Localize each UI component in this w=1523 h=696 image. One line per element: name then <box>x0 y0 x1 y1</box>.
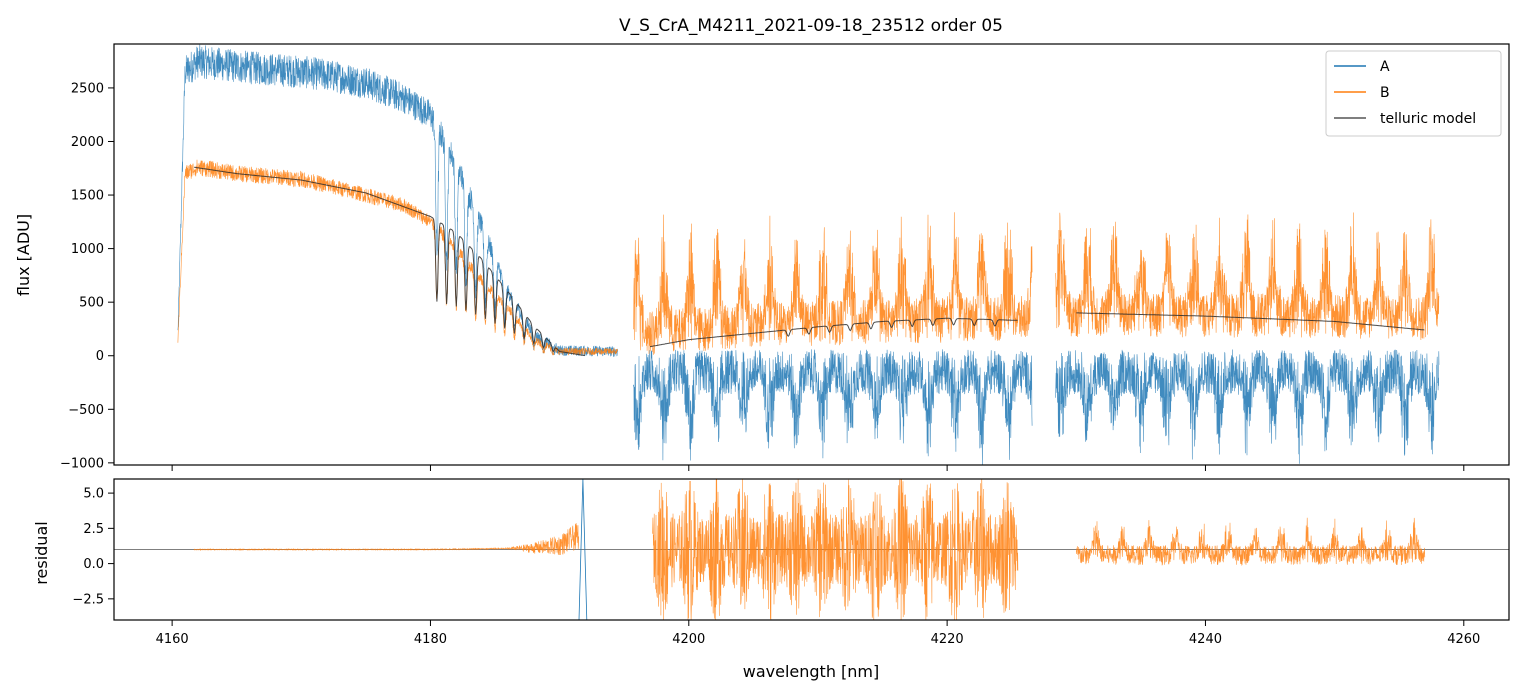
top-panel: −1000 −500 0 500 1000 1500 2000 2500 flux [ADU]… <box>14 43 1510 471</box>
top-y-tick-label: 500 <box>79 296 104 311</box>
bottom-y-tick-label: −2.5 <box>72 592 104 607</box>
x-tick-label: 4180 <box>414 632 447 647</box>
top-y-tick-label: 2500 <box>71 81 104 96</box>
chart-title: V_S_CrA_M4211_2021-09-18_23512 order 05 <box>619 16 1003 36</box>
x-axis-title: wavelength [nm] <box>743 662 880 681</box>
series-b-line <box>177 159 1440 356</box>
top-y-tick-label: 1500 <box>71 189 104 204</box>
top-y-tick-label: −500 <box>68 403 104 418</box>
top-panel-data <box>177 44 1440 465</box>
residual-a-line <box>578 479 588 620</box>
legend-label-a: A <box>1380 59 1390 75</box>
bottom-panel: −2.5 0.0 2.5 5.0 4160 4180 4200 4220 4240 4260 re… <box>32 478 1510 681</box>
bottom-panel-frame <box>113 478 1510 621</box>
top-panel-frame <box>113 43 1510 466</box>
bottom-y-axis-title: residual <box>32 521 51 584</box>
top-y-tick-label: −1000 <box>60 456 104 471</box>
top-panel-axes: −1000 −500 0 500 1000 1500 2000 2500 <box>60 81 1465 471</box>
x-tick-label: 4260 <box>1447 632 1480 647</box>
legend: A B telluric model <box>1325 50 1502 137</box>
bottom-y-tick-label: 5.0 <box>83 487 104 502</box>
legend-label-b: B <box>1380 85 1390 101</box>
telluric-model-line-3 <box>1076 312 1425 331</box>
x-tick-label: 4200 <box>672 632 705 647</box>
series-a-line <box>177 44 1440 465</box>
residual-b-line-2 <box>652 479 1019 620</box>
residual-b-line-3 <box>1076 517 1426 566</box>
x-tick-label: 4220 <box>931 632 964 647</box>
x-tick-label: 4160 <box>156 632 189 647</box>
top-y-tick-label: 0 <box>96 349 104 364</box>
residual-b-line-1 <box>193 523 579 556</box>
top-y-tick-label: 1000 <box>71 242 104 257</box>
bottom-y-tick-label: 0.0 <box>83 557 104 572</box>
top-y-tick-label: 2000 <box>71 135 104 150</box>
telluric-model-line-1 <box>194 166 585 357</box>
legend-label-telluric: telluric model <box>1380 111 1476 127</box>
x-tick-label: 4240 <box>1189 632 1222 647</box>
bottom-panel-axes: −2.5 0.0 2.5 5.0 4160 4180 4200 4220 4240 4260 <box>72 487 1480 647</box>
legend-box <box>1325 50 1502 137</box>
telluric-model-line-2 <box>649 317 1018 348</box>
top-y-axis-title: flux [ADU] <box>14 214 33 296</box>
bottom-panel-data <box>114 479 1509 620</box>
bottom-y-tick-label: 2.5 <box>83 522 104 537</box>
